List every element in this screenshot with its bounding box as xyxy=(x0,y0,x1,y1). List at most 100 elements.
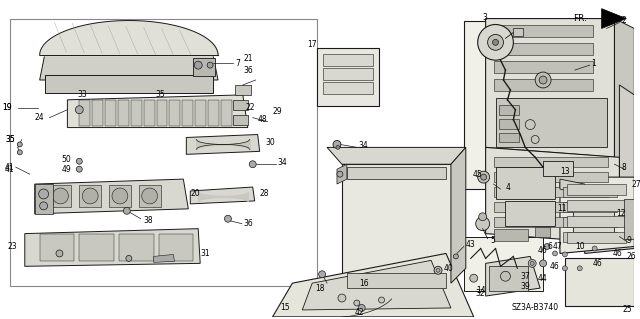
Polygon shape xyxy=(602,9,627,28)
Text: 31: 31 xyxy=(200,249,210,258)
Bar xyxy=(40,234,74,261)
Circle shape xyxy=(17,142,22,147)
Circle shape xyxy=(338,294,346,302)
Circle shape xyxy=(76,166,83,172)
Text: 7: 7 xyxy=(235,59,240,68)
Text: 2: 2 xyxy=(621,16,626,25)
Circle shape xyxy=(540,260,547,267)
Polygon shape xyxy=(302,260,451,310)
Text: 46: 46 xyxy=(612,249,622,258)
Text: 35: 35 xyxy=(5,135,15,144)
Text: 46: 46 xyxy=(593,259,602,268)
Circle shape xyxy=(434,266,442,274)
Circle shape xyxy=(535,72,551,88)
Bar xyxy=(45,75,213,93)
Bar xyxy=(535,227,550,237)
Text: 27: 27 xyxy=(631,180,640,189)
Polygon shape xyxy=(25,229,200,266)
Bar xyxy=(493,26,593,37)
Text: 47: 47 xyxy=(553,242,563,251)
Text: 22: 22 xyxy=(246,103,255,112)
Text: 36: 36 xyxy=(244,219,253,228)
Bar xyxy=(221,100,232,126)
Bar xyxy=(567,200,627,211)
Polygon shape xyxy=(614,19,634,164)
Text: 19: 19 xyxy=(2,103,12,112)
Circle shape xyxy=(112,188,128,204)
Circle shape xyxy=(17,150,22,155)
Circle shape xyxy=(525,120,535,130)
Circle shape xyxy=(207,62,213,68)
Bar xyxy=(493,43,593,55)
Bar xyxy=(499,119,519,129)
Circle shape xyxy=(563,266,568,271)
Bar xyxy=(233,100,248,110)
Text: 43: 43 xyxy=(466,240,476,249)
Bar xyxy=(195,100,206,126)
Bar xyxy=(567,184,627,195)
Circle shape xyxy=(56,250,63,257)
Polygon shape xyxy=(560,177,634,253)
Circle shape xyxy=(470,274,477,282)
Circle shape xyxy=(249,161,256,168)
Bar xyxy=(563,217,618,227)
Text: 37: 37 xyxy=(520,272,530,281)
Text: 50: 50 xyxy=(61,155,71,164)
Bar xyxy=(323,54,372,66)
Bar xyxy=(506,201,555,226)
Bar xyxy=(323,68,372,80)
Circle shape xyxy=(453,254,458,259)
Bar xyxy=(79,234,114,261)
Text: 11: 11 xyxy=(557,204,566,213)
Circle shape xyxy=(531,136,539,144)
Text: 48: 48 xyxy=(258,115,268,124)
Circle shape xyxy=(493,39,499,45)
Bar xyxy=(35,184,52,214)
Circle shape xyxy=(76,158,83,164)
Text: 16: 16 xyxy=(359,279,369,288)
Circle shape xyxy=(358,304,365,311)
Circle shape xyxy=(379,297,385,303)
Text: SZ3A-B3740: SZ3A-B3740 xyxy=(511,303,559,312)
Text: 9: 9 xyxy=(627,236,631,245)
Circle shape xyxy=(40,202,47,210)
Bar xyxy=(342,164,451,293)
Text: 34: 34 xyxy=(278,158,287,167)
Polygon shape xyxy=(327,147,466,164)
Text: 28: 28 xyxy=(260,189,269,198)
Polygon shape xyxy=(186,135,260,154)
Bar xyxy=(563,232,618,241)
Bar xyxy=(49,185,71,207)
Bar xyxy=(109,185,131,207)
Polygon shape xyxy=(585,184,634,253)
Circle shape xyxy=(124,207,131,214)
Circle shape xyxy=(76,106,83,114)
Circle shape xyxy=(476,217,490,231)
Text: 8: 8 xyxy=(621,163,626,172)
Bar xyxy=(233,115,248,125)
Circle shape xyxy=(83,188,98,204)
Bar xyxy=(157,100,168,126)
Text: 36: 36 xyxy=(244,66,253,75)
Polygon shape xyxy=(486,19,614,157)
Text: 20: 20 xyxy=(190,189,200,198)
Circle shape xyxy=(436,268,440,272)
Polygon shape xyxy=(620,85,634,239)
Text: 10: 10 xyxy=(575,242,584,251)
Bar xyxy=(493,217,607,227)
Bar xyxy=(119,234,154,261)
Bar xyxy=(567,216,627,227)
Text: 38: 38 xyxy=(144,216,154,225)
Bar xyxy=(493,157,607,167)
Text: 46: 46 xyxy=(550,262,560,271)
Bar xyxy=(464,237,543,291)
Bar xyxy=(118,100,129,126)
Bar xyxy=(170,100,180,126)
Bar xyxy=(208,100,219,126)
Text: 3: 3 xyxy=(483,13,488,22)
Bar xyxy=(493,229,528,241)
Text: 46: 46 xyxy=(537,246,547,255)
Bar xyxy=(493,172,607,182)
Circle shape xyxy=(333,140,341,148)
Bar xyxy=(488,266,528,291)
